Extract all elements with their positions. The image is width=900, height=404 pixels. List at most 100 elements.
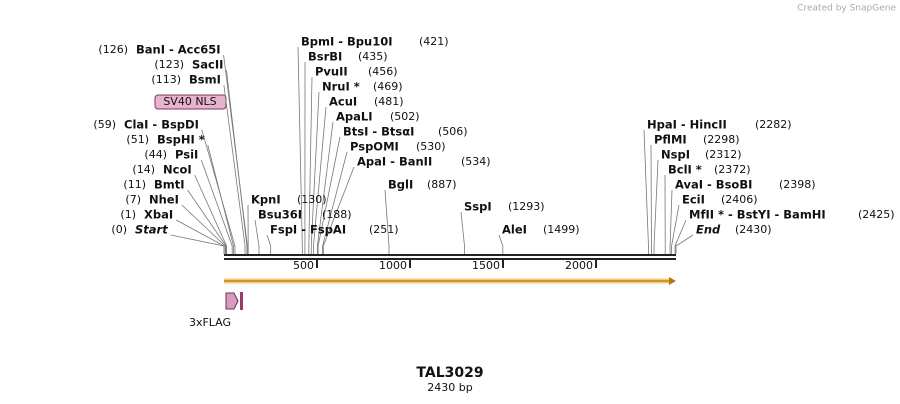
site-position: (2430) <box>735 223 772 236</box>
orf-arrow <box>669 277 676 285</box>
site-name: ClaI - BspDI <box>124 118 199 132</box>
site-name: KpnI <box>251 193 281 207</box>
site-position: (1) <box>120 208 136 221</box>
site-leader <box>316 121 334 254</box>
site-leader <box>170 234 225 254</box>
site-leader <box>226 69 248 254</box>
site-position: (7) <box>125 193 141 206</box>
site-leader <box>322 166 355 254</box>
map-title: TAL3029 <box>416 365 483 381</box>
site-leader <box>671 204 680 254</box>
ruler-label: 500 <box>293 259 314 272</box>
site-name: NspI <box>661 148 690 162</box>
site-position: (534) <box>461 155 491 168</box>
site-position: (2372) <box>714 163 751 176</box>
site-name: ApaLI <box>336 110 373 124</box>
site-position: (435) <box>358 50 388 63</box>
site-position: (502) <box>390 110 420 123</box>
site-name: HpaI - HincII <box>647 118 727 132</box>
site-leader <box>266 234 272 254</box>
site-position: (887) <box>427 178 457 191</box>
site-name: BpmI - Bpu10I <box>301 35 393 49</box>
site-leader <box>310 91 320 254</box>
site-leader <box>498 234 504 254</box>
site-name: AcuI <box>329 95 357 109</box>
credit: Created by SnapGene <box>797 4 896 14</box>
site-position: (506) <box>438 125 468 138</box>
site-leader <box>669 189 673 254</box>
site-leader <box>187 189 227 254</box>
site-position: (2312) <box>705 148 742 161</box>
site-name: BsmI <box>189 73 221 87</box>
site-position: (456) <box>368 65 398 78</box>
site-name: BspHI * <box>157 133 205 147</box>
site-leader <box>322 151 348 254</box>
site-position: (421) <box>419 35 449 48</box>
site-leader <box>674 219 687 254</box>
site-name: Start <box>135 223 168 237</box>
site-position: (14) <box>132 163 155 176</box>
site-name: BclI * <box>668 163 702 177</box>
site-name: Bsu36I <box>258 208 302 222</box>
site-name: BtsI - BtsαI <box>343 125 414 139</box>
site-leader <box>460 211 465 254</box>
site-position: (51) <box>126 133 149 146</box>
site-name: PsiI <box>175 148 198 162</box>
site-name: BsrBI <box>308 50 342 64</box>
site-position: (1293) <box>508 200 545 213</box>
site-name: SspI <box>464 200 492 214</box>
site-leader <box>181 204 226 254</box>
site-position: (11) <box>123 178 146 191</box>
site-leader <box>643 129 649 254</box>
ruler-label: 1000 <box>379 259 407 272</box>
map-subtitle: 2430 bp <box>427 381 472 394</box>
site-leader <box>317 136 341 254</box>
site-position: (2425) <box>858 208 895 221</box>
site-position: (2398) <box>779 178 816 191</box>
site-position: (469) <box>373 80 403 93</box>
feature-label: SV40 NLS <box>163 95 216 108</box>
feature-sv40 <box>240 292 243 310</box>
site-name: XbaI <box>144 208 173 222</box>
site-name: NcoI <box>163 163 192 177</box>
site-position: (123) <box>154 58 184 71</box>
site-position: (481) <box>374 95 404 108</box>
feature-3xflag <box>225 292 239 310</box>
ruler-label: 1500 <box>472 259 500 272</box>
site-position: (0) <box>111 223 127 236</box>
site-position: (1499) <box>543 223 580 236</box>
site-leader <box>201 129 236 254</box>
site-name: FspI - FspAI <box>270 223 346 237</box>
site-position: (2406) <box>721 193 758 206</box>
site-leader <box>675 234 694 254</box>
site-position: (44) <box>144 148 167 161</box>
site-name: BanI - Acc65I <box>136 43 221 57</box>
site-name: AleI <box>502 223 527 237</box>
site-position: (251) <box>369 223 399 236</box>
site-name: NruI * <box>322 80 360 94</box>
site-name: NheI <box>149 193 179 207</box>
site-name: PspOMI <box>350 140 399 154</box>
site-position: (59) <box>93 118 116 131</box>
site-name: AvaI - BsoBI <box>675 178 752 192</box>
site-leader <box>313 106 327 254</box>
site-position: (113) <box>151 73 181 86</box>
site-leader <box>194 174 228 254</box>
feature-label: 3xFLAG <box>189 316 231 329</box>
site-leader <box>297 46 303 254</box>
site-leader <box>223 54 248 254</box>
site-name: ApaI - BanII <box>357 155 432 169</box>
site-leader <box>200 159 233 254</box>
ruler-label: 2000 <box>565 259 593 272</box>
site-position: (2298) <box>703 133 740 146</box>
site-name: SacII <box>192 58 223 72</box>
site-position: (130) <box>297 193 327 206</box>
site-name: PvuII <box>315 65 348 79</box>
site-leader <box>223 84 246 254</box>
site-name: End <box>696 223 721 237</box>
site-name: BglI <box>388 178 413 192</box>
site-name: BmtI <box>154 178 185 192</box>
site-leader <box>254 219 260 254</box>
site-name: PflMI <box>654 133 687 147</box>
